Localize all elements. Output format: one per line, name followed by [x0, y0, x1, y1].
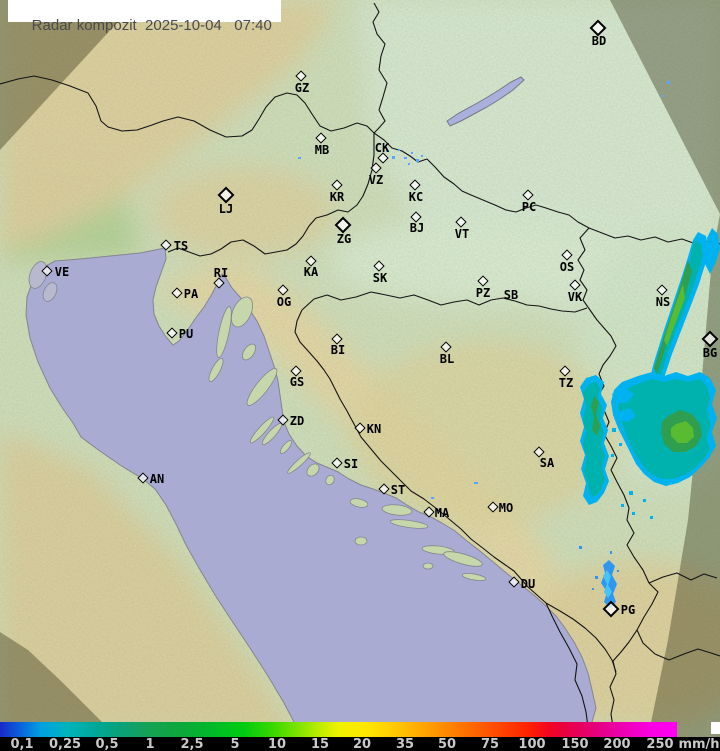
map-title: Radar kompozit 2025-10-04 07:40	[31, 17, 272, 34]
radar-echoes	[298, 81, 720, 608]
adriatic-sea	[25, 247, 597, 737]
lake-balaton	[446, 76, 525, 127]
scale-label-0,25: 0,25	[48, 737, 82, 751]
scale-label-75: 75	[480, 737, 500, 751]
scale-label-100: 100	[518, 737, 546, 751]
scale-strip: 0,1 0,25 0,5 1 2,5 5 10 15 20 35 50 75 100 150 200 250 …	[0, 737, 720, 751]
country-borders	[0, 2, 720, 728]
scale-unit-label: mm/h	[678, 737, 720, 751]
scale-bar	[0, 722, 677, 737]
scale-label-1: 1	[145, 737, 155, 751]
scale-label-250: 250	[646, 737, 674, 751]
scale-endcap	[711, 722, 720, 734]
scale-label-0,1: 0,1	[10, 737, 34, 751]
scale-label-15: 15	[310, 737, 330, 751]
adriatic-islands	[208, 296, 487, 582]
scale-label-20: 20	[352, 737, 372, 751]
radar-specks	[298, 81, 670, 499]
scale-label-5: 5	[230, 737, 240, 751]
scale-label-2,5: 2,5	[180, 737, 204, 751]
scale-label-50: 50	[437, 737, 457, 751]
scale-label-0,5: 0,5	[95, 737, 119, 751]
scale-label-10: 10	[267, 737, 287, 751]
scale-label-150: 150	[561, 737, 589, 751]
scale-label-35: 35	[395, 737, 415, 751]
scale-label-200: 200	[603, 737, 631, 751]
title-bar: Radar kompozit 2025-10-04 07:40	[8, 0, 281, 34]
